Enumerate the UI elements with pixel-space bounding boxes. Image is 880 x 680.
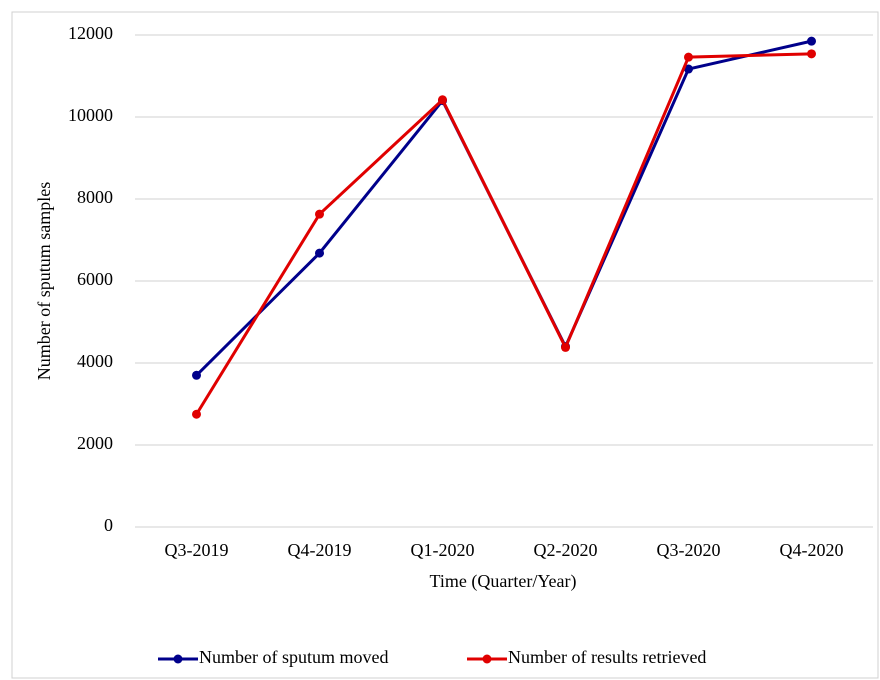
y-tick-label: 4000 [77, 351, 113, 371]
legend-label: Number of results retrieved [508, 647, 706, 667]
data-point [192, 409, 201, 419]
series-line [195, 52, 812, 416]
legend-marker [173, 654, 183, 664]
y-tick-label: 10000 [68, 105, 113, 125]
x-tick-label: Q3-2020 [657, 540, 721, 560]
y-tick-label: 6000 [77, 269, 113, 289]
x-tick-label: Q2-2020 [534, 540, 598, 560]
data-point [807, 49, 816, 59]
y-tick-label: 0 [104, 515, 113, 535]
data-point [561, 342, 570, 352]
y-tick-label: 12000 [68, 23, 113, 43]
data-point [315, 209, 324, 219]
x-tick-label: Q4-2020 [780, 540, 844, 560]
legend-label: Number of sputum moved [199, 647, 388, 667]
x-tick-label: Q4-2019 [288, 540, 352, 560]
x-tick-label: Q1-2020 [411, 540, 475, 560]
data-point [315, 248, 324, 258]
data-point [684, 64, 693, 74]
data-point [684, 52, 693, 62]
legend-marker [482, 654, 492, 664]
data-point [807, 36, 816, 46]
chart-border [11, 11, 879, 679]
y-tick-label: 8000 [77, 187, 113, 207]
x-tick-label: Q3-2019 [165, 540, 229, 560]
y-tick-label: 2000 [77, 433, 113, 453]
x-axis-label: Time (Quarter/Year) [430, 571, 577, 592]
y-axis-label: Number of sputum samples [34, 182, 54, 380]
data-point [192, 370, 201, 380]
data-point [438, 95, 447, 105]
